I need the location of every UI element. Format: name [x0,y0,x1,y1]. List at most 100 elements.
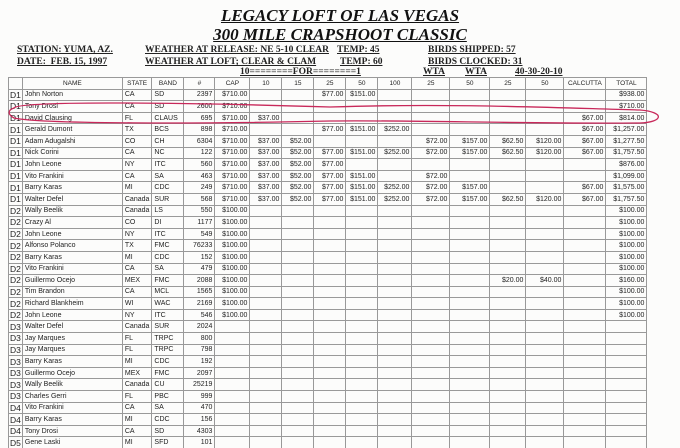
column-header: TOTAL [605,77,648,90]
table-cell [249,332,283,345]
table-cell: $100.00 [214,297,251,310]
table-cell [281,204,315,218]
wta-label-1: WTA [423,67,445,77]
table-cell [449,332,491,345]
table-cell [411,123,451,136]
date: DATE: FEB. 15, 1997 [17,57,108,67]
table-cell [449,355,491,368]
table-cell [411,424,451,438]
table-cell [411,158,451,171]
table-cell: CDC [151,413,185,426]
table-cell: 695 [183,111,216,125]
table-cell: $100.00 [605,204,648,218]
table-cell [449,204,491,218]
table-cell [411,378,451,392]
table-cell: John Leone [21,308,123,322]
table-cell [345,366,379,380]
table-row: D3 Jay Marques FL TRPC 798 [8,343,648,357]
table-cell: $710.00 [214,111,251,125]
temp-release: TEMP: 45 [337,45,380,55]
table-cell: Canada [121,192,153,206]
table-cell [313,413,347,426]
table-cell [525,366,565,380]
table-cell: $120.00 [525,192,565,206]
table-cell [377,239,413,252]
table-cell [449,239,491,252]
table-cell: $252.00 [377,181,413,194]
table-cell [563,274,607,287]
table-cell: 2397 [183,88,216,102]
table-cell [313,297,347,310]
table-cell: $100.00 [214,239,251,252]
table-cell [489,181,527,194]
table-cell: MCL [151,285,185,299]
table-cell: D2 [8,297,23,310]
table-cell [281,216,315,229]
column-header: 10 [249,77,283,90]
table-cell: 2600 [183,100,216,113]
table-cell [525,378,565,392]
column-header: STATE [121,77,153,90]
table-cell: D2 [8,216,23,229]
table-cell: $151.00 [345,169,379,183]
page-title: LEGACY LOFT OF LAS VEGAS [220,6,460,25]
table-cell [281,343,315,357]
table-cell [525,88,565,102]
table-cell: WI [121,297,153,310]
table-cell [313,355,347,368]
table-cell: $100.00 [605,297,648,310]
table-cell: David Clausing [21,111,123,125]
table-cell [605,366,648,380]
table-cell [411,366,451,380]
column-header: NAME [21,77,123,90]
table-cell [214,390,251,403]
table-cell: Walter Defel [21,192,123,206]
table-cell [345,424,379,438]
table-row: D1 Gerald Dumont TX BCS 898 $710.00 $77.00 $151… [8,123,648,136]
table-cell: $100.00 [214,216,251,229]
column-header [8,77,23,90]
table-cell: PBC [151,390,185,403]
table-cell: LS [151,204,185,218]
table-cell [281,250,315,264]
table-cell [249,285,283,299]
table-cell: SD [151,88,185,102]
table-cell: 76233 [183,239,216,252]
table-cell [489,355,527,368]
table-cell [489,250,527,264]
table-cell [449,308,491,322]
table-cell [489,320,527,334]
table-cell: TRPC [151,343,185,357]
table-cell [449,123,491,136]
table-row: D1 Adam Adugalshi CO CH 6304 $710.00 $37.00 $52… [8,134,648,148]
table-row: D3 Charles Gerri FL PBC 999 [8,390,648,403]
table-cell: 156 [183,413,216,426]
table-cell: 2024 [183,320,216,334]
table-cell: 4303 [183,424,216,438]
table-cell [313,320,347,334]
table-cell [449,436,491,448]
table-cell [449,262,491,276]
table-cell [563,285,607,299]
table-cell: $710.00 [214,192,251,206]
table-cell [489,123,527,136]
table-row: D2 John Leone NY ITC 549 $100.00 $100.00 [8,227,648,241]
table-cell: 463 [183,169,216,183]
table-cell [214,366,251,380]
table-row: D2 Richard Blankheim WI WAC 2169 $100.00 $100.… [8,297,648,310]
table-cell [249,308,283,322]
table-cell: Barry Karas [21,181,123,194]
table-cell: Tim Brandon [21,285,123,299]
table-cell: $151.00 [345,192,379,206]
table-row: D4 Tony Drosi CA SD 4303 [8,424,648,438]
table-cell [313,308,347,322]
table-cell: TX [121,239,153,252]
table-cell [411,343,451,357]
table-cell: D1 [8,134,23,148]
table-cell [313,343,347,357]
table-cell: D3 [8,332,23,345]
table-cell [563,390,607,403]
table-cell [449,297,491,310]
table-cell [281,308,315,322]
